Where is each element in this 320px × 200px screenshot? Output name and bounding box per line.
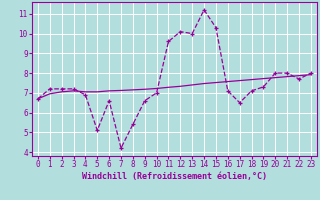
X-axis label: Windchill (Refroidissement éolien,°C): Windchill (Refroidissement éolien,°C)	[82, 172, 267, 181]
